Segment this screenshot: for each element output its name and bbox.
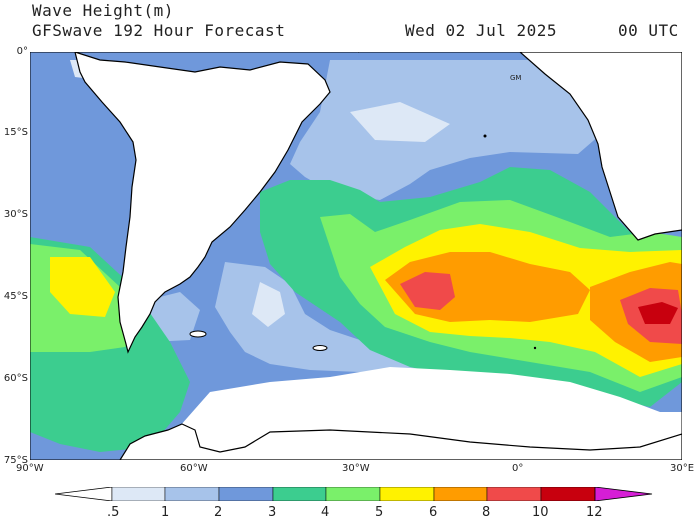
africa [519,52,682,241]
cbar-label-6: 6 [429,505,438,520]
map-title: Wave Height(m) [32,1,174,20]
band-5-6 [50,257,115,317]
band-8-10 [400,272,455,310]
cbar-label-05: .5 [107,505,120,520]
cbar-5-6 [379,487,435,501]
lat-label-15s: 15°S [3,127,28,138]
lat-label-0: 0° [16,46,28,57]
lat-label-45s: 45°S [3,291,28,302]
lon-label-30w: 30°W [342,463,370,474]
lon-label-30e: 30°E [670,463,695,474]
cbar-label-10: 10 [532,505,549,520]
cbar-6-8 [433,487,488,501]
cbar-05-1 [111,487,166,501]
cbar-4-5 [325,487,381,501]
cbar-gt12 [594,487,653,501]
falkland-islands [189,330,207,338]
antarctica [119,423,682,460]
cbar-label-2: 2 [214,505,223,520]
cbar-8-10 [486,487,542,501]
lat-label-60s: 60°S [3,373,28,384]
cbar-label-5: 5 [375,505,384,520]
cbar-label-8: 8 [482,505,491,520]
cbar-2-3 [218,487,274,501]
cbar-1-2 [164,487,220,501]
lon-label-90w: 90°W [16,463,44,474]
cbar-label-3: 3 [268,505,277,520]
forecast-date: Wed 02 Jul 2025 [405,21,557,40]
lat-label-30s: 30°S [3,209,28,220]
colorbar [55,487,653,501]
cbar-label-12: 12 [586,505,603,520]
marker-gm: GM [510,74,521,82]
forecast-label: GFSwave 192 Hour Forecast [32,21,286,40]
cbar-3-4 [272,487,327,501]
band-10-12 [638,302,678,324]
cbar-label-4: 4 [321,505,330,520]
south-america [74,52,331,354]
cbar-label-1: 1 [161,505,170,520]
cbar-lt05 [55,487,113,501]
lat-label-75s: 75°S [3,455,28,466]
band-1-2-south [215,262,470,374]
south-georgia [312,345,328,351]
band-05-1 [252,282,285,327]
lon-label-60w: 60°W [180,463,208,474]
lon-label-0: 0° [512,463,524,474]
cbar-10-12 [540,487,596,501]
forecast-time: 00 UTC [618,21,679,40]
wave-height-map: EQ GM [30,52,682,460]
marker-eq: EQ [350,52,360,54]
band-1-2-north [290,60,615,200]
